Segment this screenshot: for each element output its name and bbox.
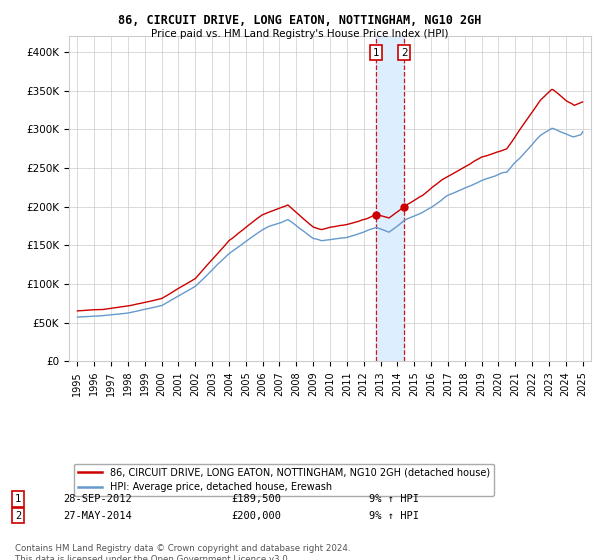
Text: 86, CIRCUIT DRIVE, LONG EATON, NOTTINGHAM, NG10 2GH: 86, CIRCUIT DRIVE, LONG EATON, NOTTINGHA… xyxy=(118,14,482,27)
Text: 1: 1 xyxy=(15,494,21,504)
Text: £189,500: £189,500 xyxy=(231,494,281,504)
Text: 2: 2 xyxy=(15,511,21,521)
Text: £200,000: £200,000 xyxy=(231,511,281,521)
Text: 9% ↑ HPI: 9% ↑ HPI xyxy=(369,511,419,521)
Bar xyxy=(376,36,404,361)
Text: 2: 2 xyxy=(401,48,407,58)
Text: Price paid vs. HM Land Registry's House Price Index (HPI): Price paid vs. HM Land Registry's House … xyxy=(151,29,449,39)
Text: 1: 1 xyxy=(373,48,380,58)
Text: 27-MAY-2014: 27-MAY-2014 xyxy=(63,511,132,521)
Text: 9% ↑ HPI: 9% ↑ HPI xyxy=(369,494,419,504)
Text: Contains HM Land Registry data © Crown copyright and database right 2024.
This d: Contains HM Land Registry data © Crown c… xyxy=(15,544,350,560)
Legend: 86, CIRCUIT DRIVE, LONG EATON, NOTTINGHAM, NG10 2GH (detached house), HPI: Avera: 86, CIRCUIT DRIVE, LONG EATON, NOTTINGHA… xyxy=(74,464,494,496)
Text: 28-SEP-2012: 28-SEP-2012 xyxy=(63,494,132,504)
